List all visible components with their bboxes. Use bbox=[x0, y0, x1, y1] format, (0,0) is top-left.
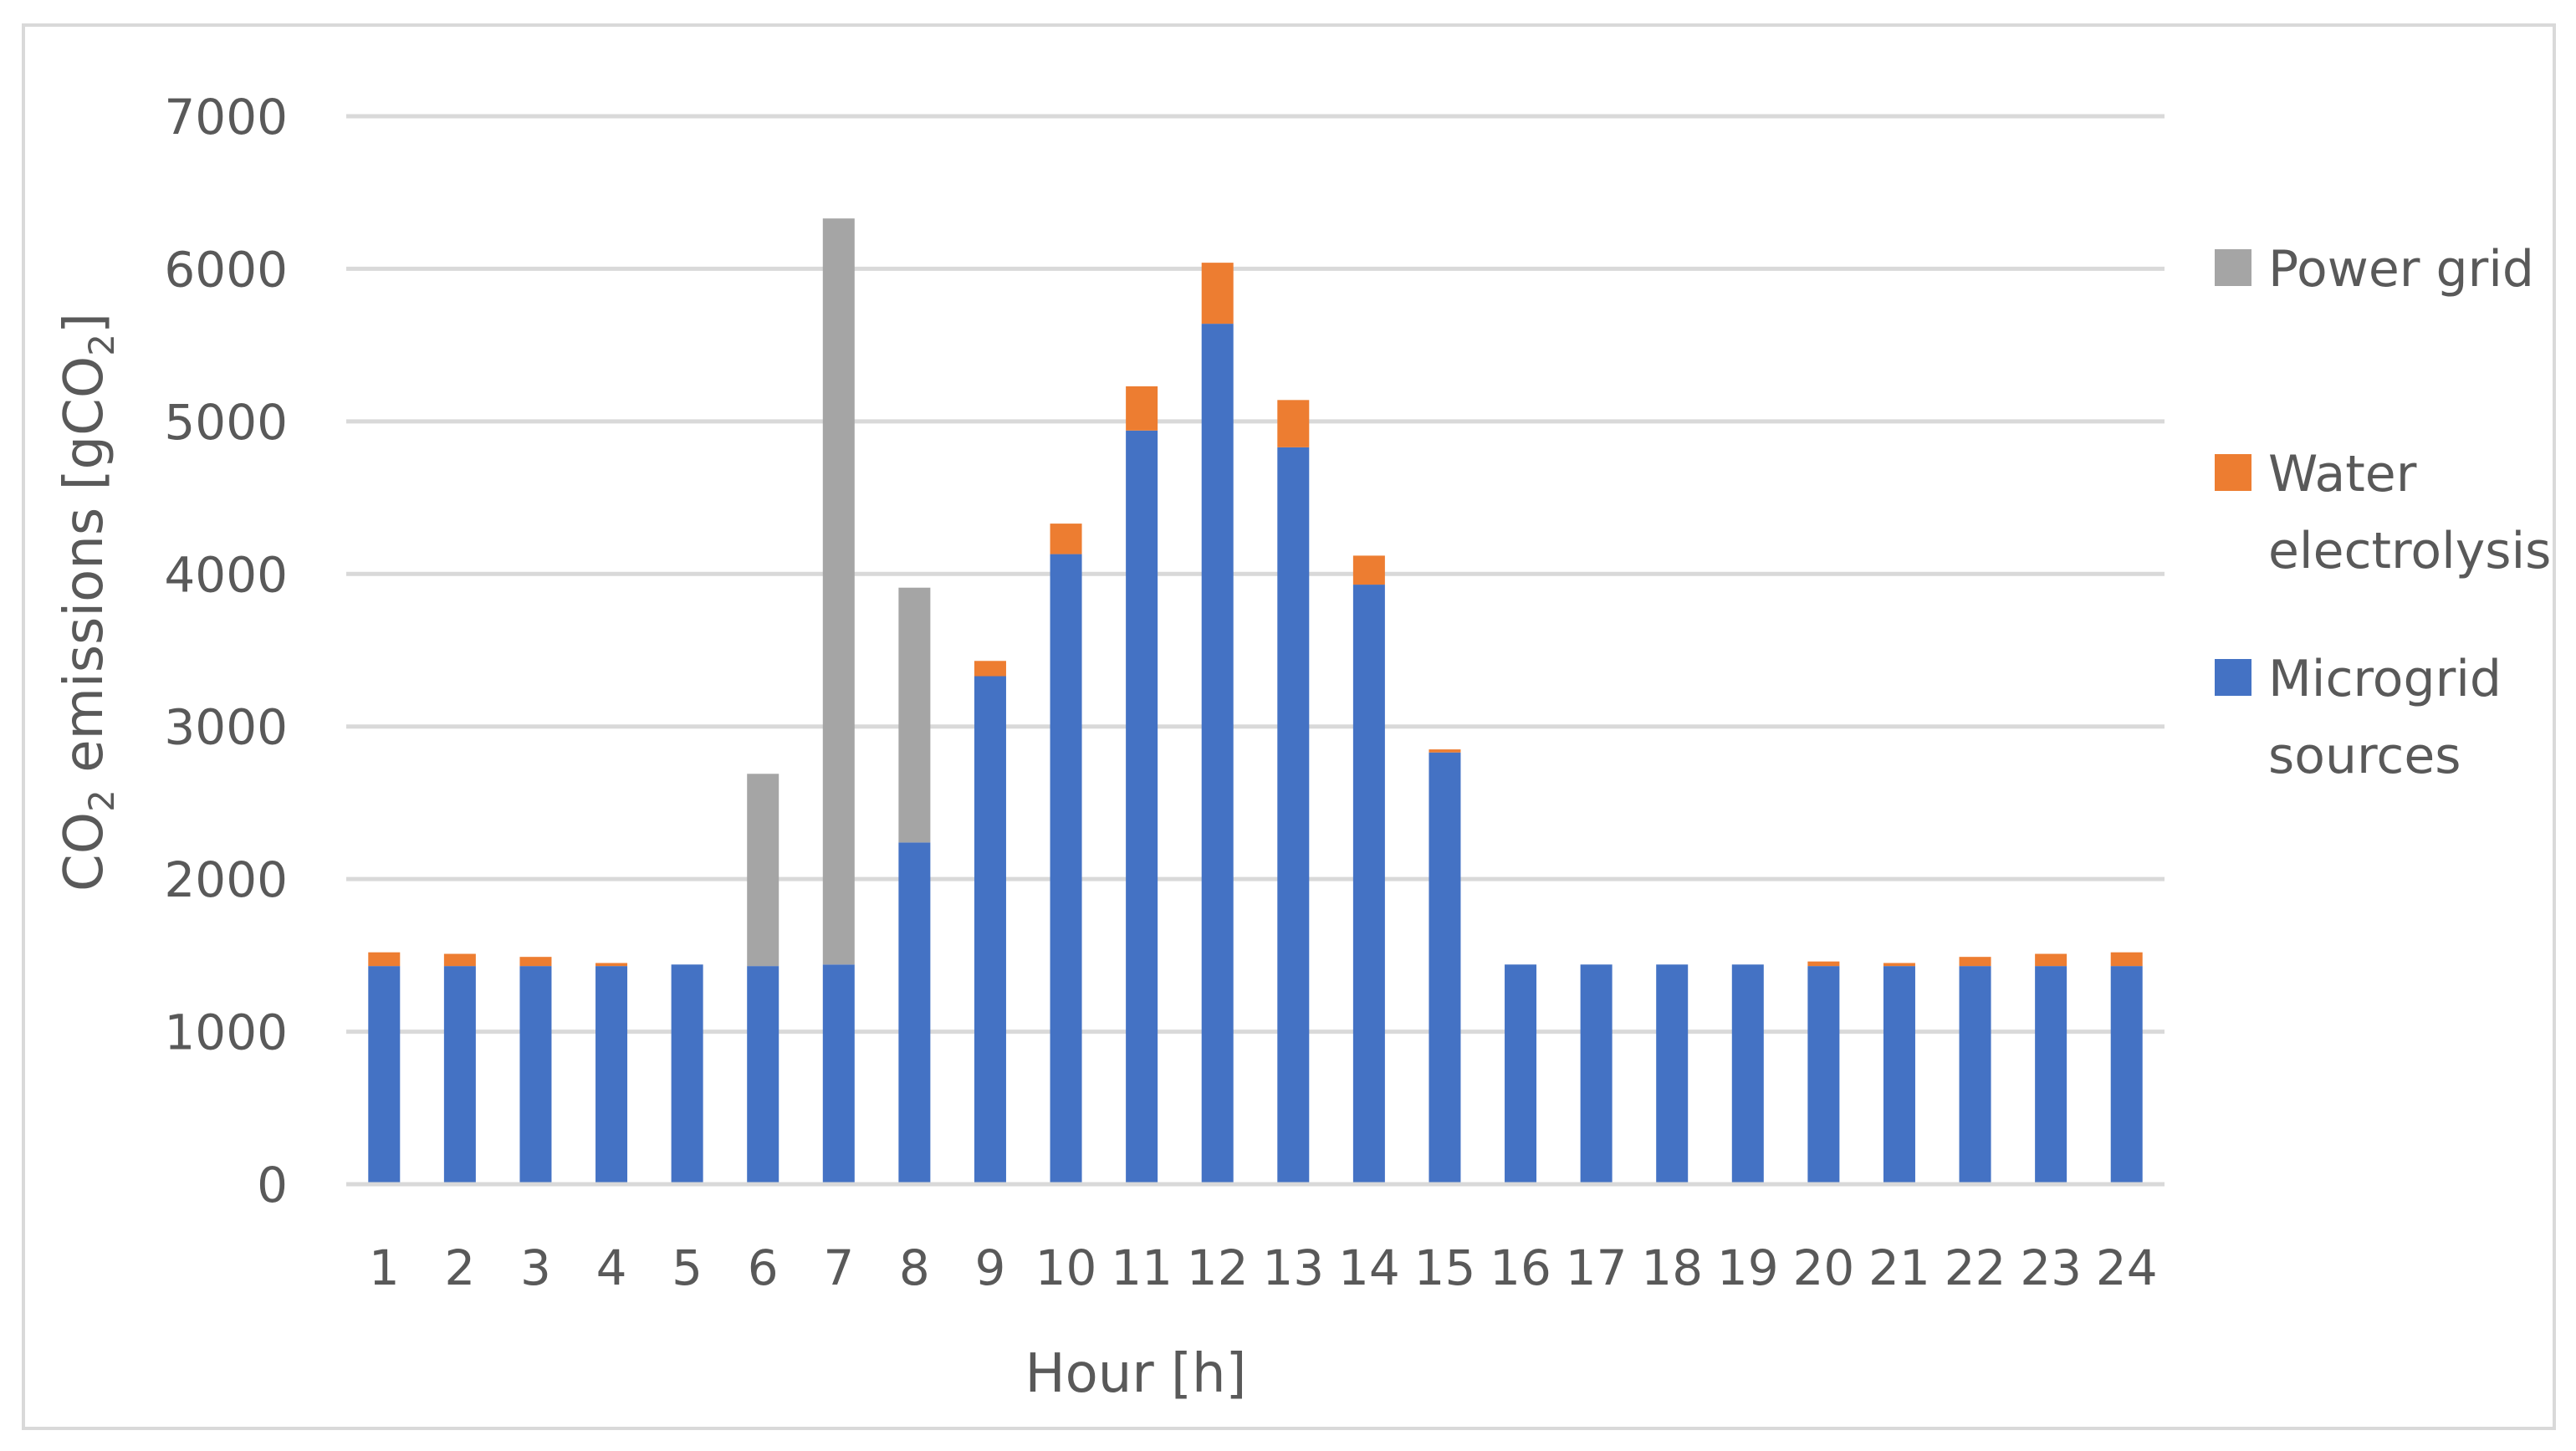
y-axis-title-subscript: 2 bbox=[81, 789, 122, 812]
y-axis-title-part: ] bbox=[54, 313, 115, 334]
bar-segment bbox=[443, 953, 476, 967]
y-axis-title-part: CO bbox=[54, 812, 115, 892]
bar-segment bbox=[519, 957, 552, 967]
y-tick-label: 4000 bbox=[164, 546, 288, 603]
bar-segment bbox=[1050, 524, 1082, 554]
x-tick-label: 4 bbox=[596, 1239, 627, 1296]
bar-segment bbox=[1580, 964, 1613, 1184]
legend-label: electrolysis bbox=[2268, 522, 2551, 580]
x-tick-label: 19 bbox=[1717, 1239, 1779, 1296]
x-tick-label: 21 bbox=[1868, 1239, 1930, 1296]
x-tick-label: 16 bbox=[1490, 1239, 1551, 1296]
x-tick-label: 12 bbox=[1187, 1239, 1249, 1296]
x-tick-label: 5 bbox=[672, 1239, 703, 1296]
x-tick-label: 8 bbox=[899, 1239, 930, 1296]
x-tick-label: 14 bbox=[1338, 1239, 1400, 1296]
bar-segment bbox=[1352, 585, 1385, 1184]
bar-segment bbox=[2035, 953, 2067, 967]
x-tick-label: 24 bbox=[2096, 1239, 2158, 1296]
y-axis-title: CO2 emissions [gCO2] bbox=[54, 313, 122, 892]
bar-segment bbox=[1883, 966, 1915, 1184]
bar-segment bbox=[974, 661, 1006, 677]
bar-segment bbox=[595, 963, 628, 967]
legend-swatch bbox=[2215, 659, 2251, 696]
bar-segment bbox=[1883, 963, 1915, 967]
bar-segment bbox=[2035, 966, 2067, 1184]
y-tick-label: 0 bbox=[257, 1157, 288, 1213]
bar-segment bbox=[1201, 263, 1234, 324]
legend-label: sources bbox=[2268, 727, 2461, 785]
x-tick-label: 11 bbox=[1111, 1239, 1173, 1296]
bar-segment bbox=[1807, 961, 1840, 967]
bar-segment bbox=[595, 966, 628, 1184]
y-tick-label: 2000 bbox=[164, 851, 288, 908]
bar-segment bbox=[747, 966, 779, 1184]
bar-segment bbox=[671, 964, 703, 1184]
bar-segment bbox=[1277, 447, 1310, 1184]
bar-segment bbox=[1050, 554, 1082, 1184]
x-tick-label: 1 bbox=[369, 1239, 400, 1296]
legend-swatch bbox=[2215, 454, 2251, 491]
bar-segment bbox=[974, 676, 1006, 1184]
bar-segment bbox=[443, 966, 476, 1184]
x-tick-label: 10 bbox=[1035, 1239, 1097, 1296]
bar-segment bbox=[368, 952, 401, 967]
bar-segment bbox=[1429, 749, 1461, 753]
legend-label: Power grid bbox=[2268, 240, 2534, 299]
bar-segment bbox=[747, 774, 779, 967]
y-tick-labels: 0 1000 2000 3000 4000 5000 6000 7000 bbox=[164, 89, 288, 1213]
bars bbox=[346, 218, 2165, 1187]
y-tick-label: 5000 bbox=[164, 394, 288, 451]
y-axis-title-subscript: 2 bbox=[81, 334, 122, 356]
y-tick-label: 1000 bbox=[164, 1004, 288, 1061]
y-tick-label: 3000 bbox=[164, 699, 288, 756]
bar-segment bbox=[2110, 966, 2143, 1184]
x-tick-label: 20 bbox=[1792, 1239, 1854, 1296]
bar-segment bbox=[1201, 324, 1234, 1185]
x-tick-label: 2 bbox=[444, 1239, 475, 1296]
bar-segment bbox=[1731, 964, 1764, 1184]
legend-swatch bbox=[2215, 249, 2251, 286]
y-axis-title-part: emissions [gCO bbox=[54, 356, 115, 789]
x-tick-label: 13 bbox=[1262, 1239, 1324, 1296]
x-tick-label: 22 bbox=[1945, 1239, 2006, 1296]
bar-segment bbox=[368, 966, 401, 1184]
x-axis-title: Hour [h] bbox=[1025, 1343, 1247, 1405]
x-tick-label: 9 bbox=[975, 1239, 1006, 1296]
bar-segment bbox=[898, 842, 931, 1184]
bar-segment bbox=[2110, 952, 2143, 967]
bar-segment bbox=[1807, 966, 1840, 1184]
bar-segment bbox=[1126, 430, 1158, 1184]
bar-segment bbox=[1505, 964, 1537, 1184]
bar-segment bbox=[1959, 957, 1991, 967]
bar-segment bbox=[898, 587, 931, 843]
bar-segment bbox=[1656, 964, 1689, 1184]
legend: Power grid Water electrolysis Microgrid sour… bbox=[2215, 240, 2551, 785]
bar-segment bbox=[1126, 386, 1158, 431]
x-tick-labels: 1 2 3 4 5 6 7 8 9 10 11 12 13 14 15 16 17 18 19 20 21 22 23 24 bbox=[369, 1239, 2158, 1296]
bar-segment bbox=[1959, 966, 1991, 1184]
legend-label: Microgrid bbox=[2268, 650, 2502, 708]
bar-segment bbox=[1429, 752, 1461, 1184]
x-tick-label: 18 bbox=[1641, 1239, 1703, 1296]
bar-segment bbox=[1277, 400, 1310, 447]
bar-segment bbox=[519, 966, 552, 1184]
legend-label: Water bbox=[2268, 445, 2417, 503]
x-tick-label: 15 bbox=[1414, 1239, 1476, 1296]
x-tick-label: 6 bbox=[748, 1239, 779, 1296]
x-tick-label: 17 bbox=[1566, 1239, 1628, 1296]
y-tick-label: 7000 bbox=[164, 89, 288, 146]
x-tick-label: 23 bbox=[2020, 1239, 2082, 1296]
y-tick-label: 6000 bbox=[164, 241, 288, 298]
x-tick-label: 7 bbox=[823, 1239, 854, 1296]
bar-segment bbox=[1352, 555, 1385, 585]
bar-segment bbox=[822, 218, 855, 965]
bar-segment bbox=[822, 964, 855, 1184]
x-tick-label: 3 bbox=[520, 1239, 551, 1296]
